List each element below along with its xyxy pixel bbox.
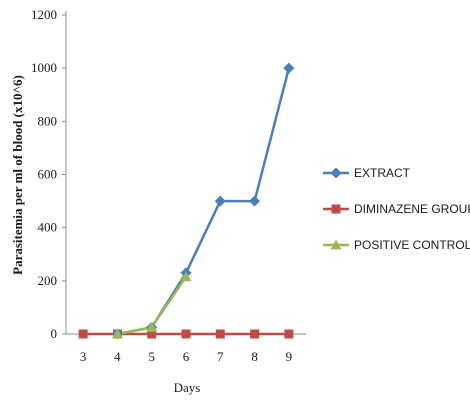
- legend-label-1: EXTRACT: [354, 166, 411, 180]
- y-tick-label: 1200: [31, 7, 57, 22]
- legend-label-3: POSITIVE CONTROL: [354, 238, 470, 252]
- series-line-1: [117, 67, 291, 336]
- data-point-series-2: [284, 329, 294, 339]
- legend-marker-2: [331, 204, 341, 214]
- legend-marker-3: [330, 239, 342, 250]
- data-point-series-1: [283, 62, 295, 74]
- y-tick-label: 800: [38, 113, 58, 128]
- y-tick-label: 600: [38, 167, 58, 182]
- data-point-series-2: [78, 329, 88, 339]
- x-tick-label: 4: [114, 349, 121, 364]
- x-tick-label: 5: [148, 349, 155, 364]
- x-tick-label: 9: [286, 349, 293, 364]
- data-point-series-2: [147, 329, 157, 339]
- x-axis-label: Days: [174, 380, 201, 395]
- x-tick-label: 3: [80, 349, 87, 364]
- legend-label-2: DIMINAZENE GROUP: [354, 202, 470, 216]
- data-point-series-2: [250, 329, 260, 339]
- data-point-series-2: [181, 329, 191, 339]
- legend-marker-1: [330, 167, 342, 179]
- y-tick-label: 400: [38, 220, 58, 235]
- data-point-series-1: [214, 195, 226, 207]
- y-axis-label: Parasitemia per ml of blood (x10^6): [10, 75, 25, 275]
- data-point-series-2: [215, 329, 225, 339]
- data-point-series-3: [111, 328, 123, 339]
- data-point-series-3: [180, 271, 192, 282]
- data-point-series-3: [146, 321, 158, 332]
- data-point-series-1: [249, 195, 261, 207]
- x-tick-label: 6: [183, 349, 190, 364]
- y-tick-label: 1000: [31, 60, 57, 75]
- y-tick-label: 200: [38, 273, 58, 288]
- y-tick-label: 0: [51, 326, 58, 341]
- x-tick-label: 7: [217, 349, 224, 364]
- x-tick-label: 8: [251, 349, 258, 364]
